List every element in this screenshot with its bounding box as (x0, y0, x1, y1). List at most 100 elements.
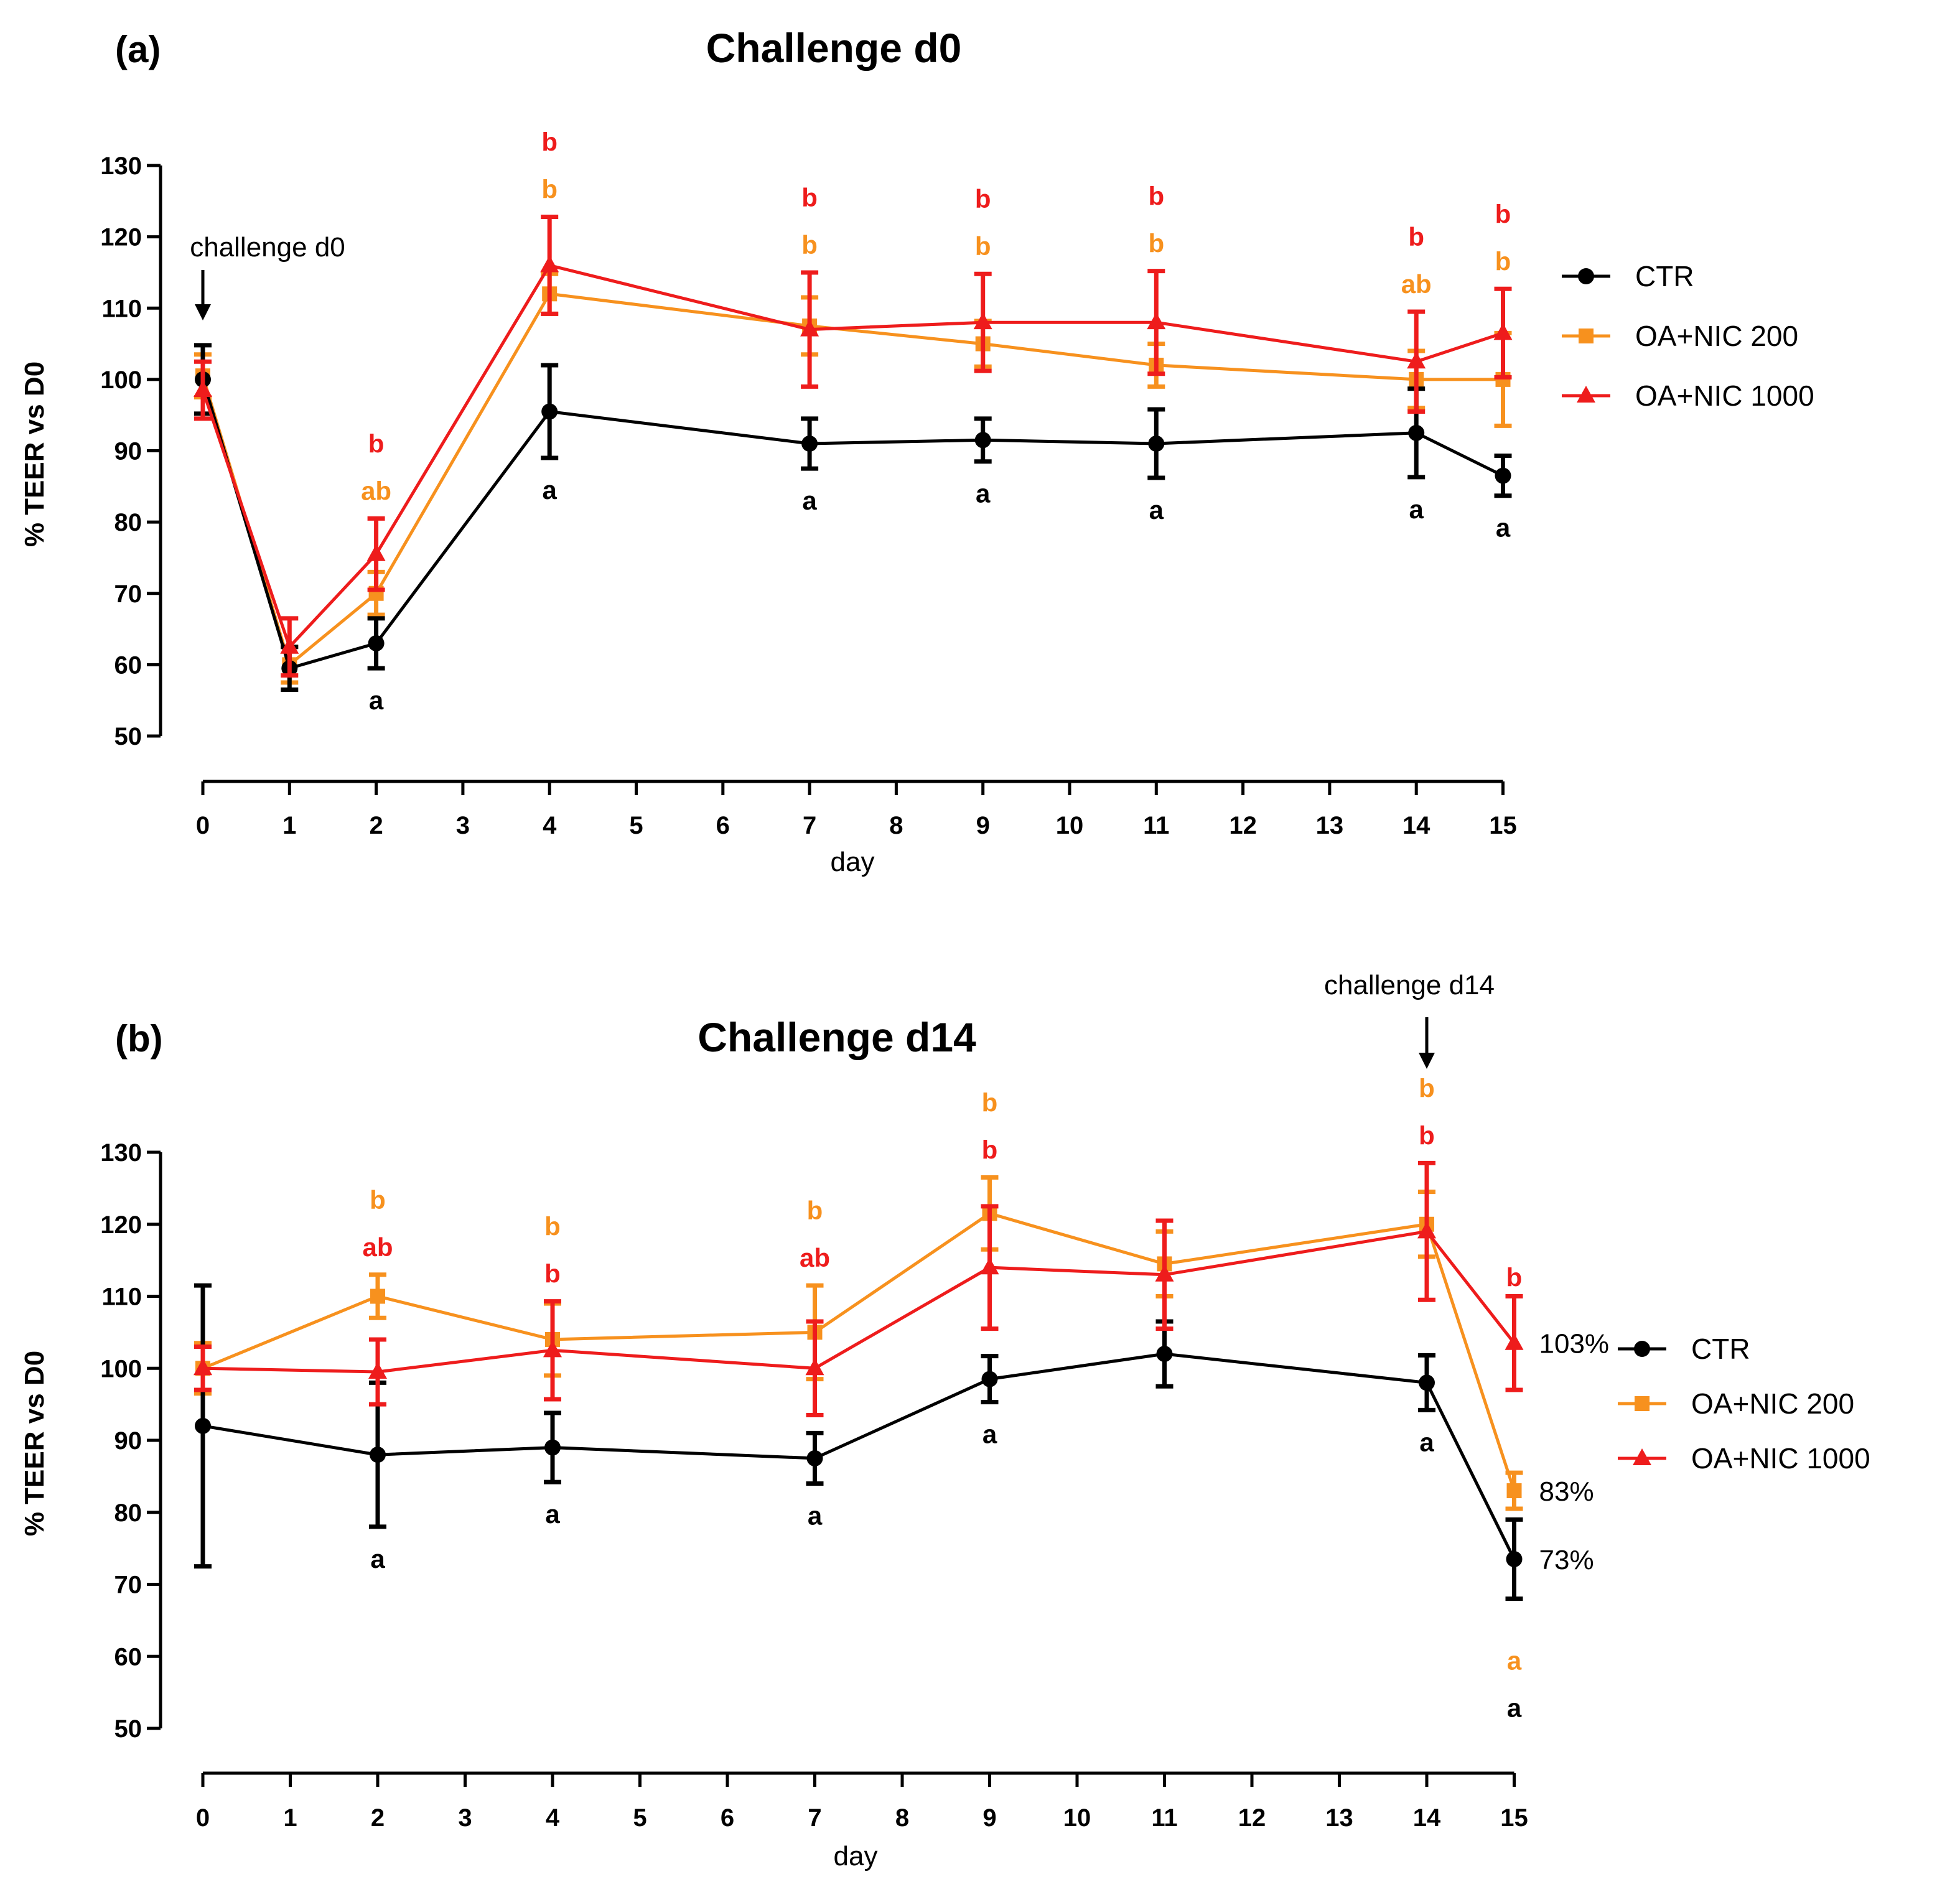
legend-marker (1635, 1396, 1650, 1411)
panel-a-sig-letter-oa-nic-200: b (541, 175, 558, 204)
panel-b-point-oa-nic-1000 (1417, 1221, 1436, 1239)
panel-b-x-tick-label: 15 (1500, 1804, 1528, 1832)
panel-a-title: Challenge d0 (706, 25, 962, 71)
panel-a-line-ctr (201, 379, 1504, 671)
legend-marker (1579, 329, 1594, 343)
panel-a-sig-letter-ctr: a (543, 475, 558, 505)
panel-b-sig-letter-oa-nic-200: b (370, 1185, 386, 1214)
panel-b-x-tick-label: 1 (283, 1804, 297, 1832)
panel-a-x-tick-label: 4 (543, 812, 557, 839)
panel-a-point-oa-nic-1000 (1147, 312, 1166, 330)
panel-b-title: Challenge d14 (698, 1014, 976, 1060)
panel-a-point-oa-nic-1000 (540, 255, 559, 273)
panel-b-y-tick-label: 80 (114, 1499, 142, 1527)
panel-b-point-ctr (806, 1450, 823, 1466)
panel-b-sig-letter-ctr: a (545, 1499, 560, 1529)
panel-a-legend-item-oa-nic-200: OA+NIC 200 (1562, 320, 1798, 352)
panel-b-sig-letter-ctr: a (1419, 1427, 1434, 1456)
panel-a-x-tick-label: 15 (1489, 812, 1517, 839)
panel-b-x-tick-label: 4 (546, 1804, 560, 1832)
panel-b-x-tick-label: 14 (1413, 1804, 1441, 1832)
panel-b-sig-letter-oa-nic-1000: b (1506, 1263, 1523, 1292)
panel-b-y-tick-label: 90 (114, 1427, 142, 1455)
panel-b-end-label-ctr: 73% (1539, 1545, 1594, 1575)
panel-b-legend-item-oa-nic-1000: OA+NIC 1000 (1618, 1442, 1870, 1475)
panel-b-x-tick-label: 0 (196, 1804, 210, 1832)
panel-b-x-tick-label: 7 (808, 1804, 821, 1832)
panel-a-sig-letter-ctr: a (1149, 495, 1164, 524)
panel-b-challenge-annotation-text: challenge d14 (1324, 970, 1495, 1000)
panel-a-point-ctr (1148, 436, 1165, 452)
panel-a-sig-letter-oa-nic-200: b (975, 231, 991, 261)
panel-b-y-tick-label: 50 (114, 1715, 142, 1743)
panel-b-sig-letter-ctr: a (370, 1544, 385, 1573)
panel-b-x-tick-label: 11 (1151, 1804, 1177, 1832)
panel-b-x-tick-label: 8 (895, 1804, 909, 1832)
panel-a-x-tick-label: 6 (716, 812, 730, 839)
panel-a-y-tick-label: 90 (114, 438, 142, 465)
panel-a-sig-letter-oa-nic-1000: b (1148, 182, 1164, 211)
panel-a-sig-letter-ctr: a (1496, 513, 1511, 543)
panel-a-sig-letter-oa-nic-1000: b (1495, 199, 1511, 228)
panel-a-point-oa-nic-1000 (1493, 323, 1513, 340)
panel-a-y-tick-label: 60 (114, 651, 142, 679)
panel-a-point-oa-nic-1000 (800, 319, 819, 337)
panel-b-x-tick-label: 10 (1063, 1804, 1091, 1832)
panel-a-sig-letter-oa-nic-200: b (1495, 246, 1511, 276)
panel-b-x-tick-label: 9 (982, 1804, 996, 1832)
panel-a-series-ctr (194, 343, 1512, 692)
panel-a-sig-letter-oa-nic-1000: b (801, 183, 818, 212)
panel-a-sig-letter-ctr: a (369, 686, 384, 715)
panel-b-x-tick-label: 2 (371, 1804, 385, 1832)
panel-a-x-tick-label: 10 (1056, 812, 1084, 839)
panel-b-y-tick-label: 70 (114, 1572, 142, 1599)
panel-a-sig-letter-oa-nic-200: ab (361, 476, 391, 505)
legend-label: CTR (1691, 1333, 1750, 1365)
legend-label: OA+NIC 1000 (1635, 380, 1814, 412)
panel-a-y-tick-label: 130 (100, 152, 142, 180)
panel-a-y-tick-label: 80 (114, 509, 142, 536)
legend-marker (1578, 268, 1594, 284)
panel-a-point-oa-nic-1000 (280, 636, 299, 654)
panel-b-point-ctr (195, 1417, 211, 1434)
panel-b-x-tick-label: 5 (633, 1804, 646, 1832)
panel-a-x-tick-label: 7 (803, 812, 816, 839)
panel-b-y-tick-label: 110 (101, 1284, 142, 1311)
panel-a-line-oa-nic-1000 (201, 263, 1504, 650)
panel-b-point-ctr (981, 1371, 998, 1387)
panel-b-series-oa-nic-1000 (194, 1160, 1524, 1417)
panel-a-y-axis-label: % TEER vs D0 (19, 361, 50, 547)
panel-b-x-tick-label: 3 (458, 1804, 472, 1832)
panel-b-point-ctr (1506, 1550, 1523, 1567)
panel-b-sig-letter-oa-nic-1000: b (1419, 1121, 1435, 1150)
panel-a-sig-letter-oa-nic-1000: b (541, 128, 558, 157)
panel-a-series-oa-nic-1000 (194, 215, 1513, 678)
panel-b-sig-letter-oa-nic-1000: b (982, 1135, 998, 1165)
panel-b-chart: (b) Challenge d14 % TEER vs D0 day 50607… (19, 970, 1870, 1871)
panel-b-end-label-oa-nic-200: 83% (1539, 1476, 1594, 1507)
panel-a-line-oa-nic-200 (201, 292, 1503, 668)
panel-b-line-oa-nic-1000 (202, 1229, 1516, 1374)
panel-b-point-ctr (544, 1439, 561, 1456)
panel-a-x-tick-label: 14 (1402, 812, 1430, 839)
panel-a-y-tick-label: 110 (101, 295, 142, 322)
legend-label: OA+NIC 1000 (1691, 1442, 1870, 1475)
panel-a-sig-letter-oa-nic-200: b (1148, 229, 1164, 258)
panel-b-point-ctr (1419, 1374, 1435, 1391)
panel-b-sig-letter-oa-nic-200: b (1419, 1073, 1435, 1102)
panel-b-line-oa-nic-200 (202, 1211, 1516, 1491)
panel-a-sig-letter-oa-nic-1000: b (368, 429, 385, 458)
panel-a-sig-letter-ctr: a (1409, 495, 1424, 524)
panel-b-series-ctr (194, 1283, 1523, 1601)
panel-a-point-ctr (801, 436, 818, 452)
panel-a-point-ctr (1495, 467, 1511, 484)
panel-b-label: (b) (115, 1018, 163, 1060)
panel-a-x-tick-label: 5 (629, 812, 643, 839)
panel-b-point-oa-nic-200 (1506, 1483, 1522, 1499)
legend-marker (1577, 386, 1595, 403)
panel-a-x-tick-label: 3 (456, 812, 470, 839)
panel-b-legend-item-ctr: CTR (1618, 1333, 1750, 1365)
panel-a-point-ctr (541, 403, 558, 420)
panel-b-point-oa-nic-1000 (543, 1340, 562, 1358)
panel-a-chart: (a) Challenge d0 % TEER vs D0 day 506070… (19, 25, 1814, 877)
